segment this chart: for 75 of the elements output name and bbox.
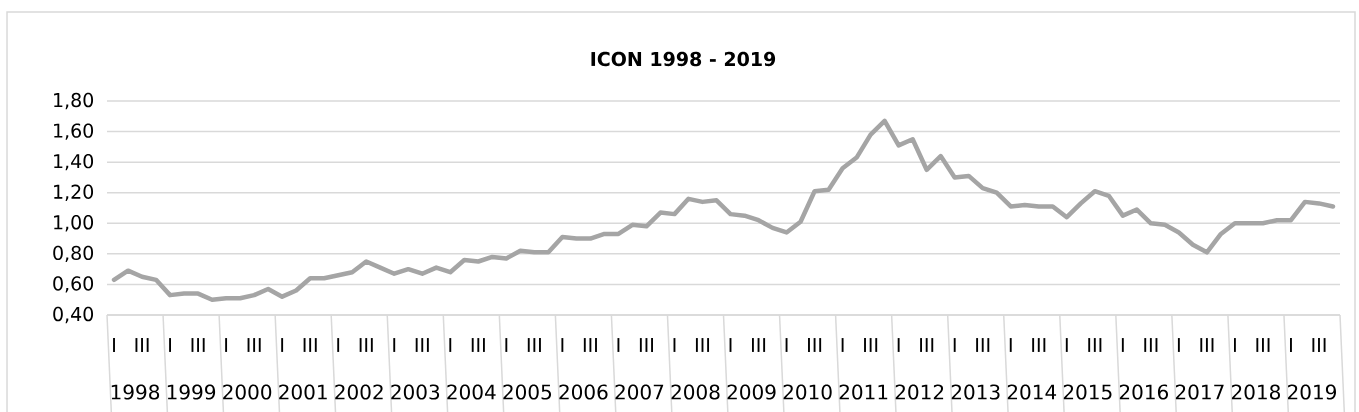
text: 2012 <box>895 384 944 400</box>
text: 2001 <box>279 384 327 400</box>
x-tick-label: I <box>1290 338 1292 352</box>
text: 2015 <box>1063 384 1112 400</box>
x-tick-label: I <box>729 338 732 352</box>
x-tick-label: III <box>639 338 653 352</box>
x-tick-label: III <box>191 338 205 352</box>
y-tick-label: 0,60 <box>53 276 94 293</box>
x-tick-label: III <box>359 338 373 352</box>
x-tick-label: I <box>449 338 452 352</box>
text: 2010 <box>783 384 832 400</box>
x-tick-label: III <box>1312 338 1326 352</box>
text: 1999 <box>167 384 216 400</box>
x-tick-label: III <box>135 338 149 352</box>
x-tick-label: III <box>583 338 597 352</box>
x-tick-label: I <box>225 338 228 352</box>
y-tick-label: 0,80 <box>53 245 94 263</box>
x-tick-label: III <box>247 338 261 352</box>
x-tick-label: III <box>471 338 485 352</box>
x-tick-label: I <box>169 338 171 352</box>
x-tick-label: III <box>1088 338 1102 352</box>
x-tick-label: III <box>920 338 934 352</box>
x-tick-label: III <box>303 338 317 352</box>
x-tick-label: I <box>617 338 620 352</box>
text: 2004 <box>447 384 496 400</box>
x-tick-label: I <box>1233 338 1236 352</box>
text: 2016 <box>1119 384 1169 400</box>
y-tick-label: 1,40 <box>54 153 94 171</box>
x-tick-label: I <box>953 338 956 352</box>
text: 2013 <box>951 384 1000 400</box>
text: 2019 <box>1287 384 1336 400</box>
y-tick-label: 0,40 <box>53 306 94 324</box>
x-tick-label: I <box>1009 338 1012 352</box>
text: 2002 <box>335 384 383 400</box>
x-tick-label: I <box>673 338 676 352</box>
text: 1998 <box>111 384 160 400</box>
x-tick-label: I <box>561 338 564 352</box>
x-tick-label: I <box>1065 338 1068 352</box>
y-tick-label: 1,20 <box>54 184 94 201</box>
x-tick-label: I <box>785 338 788 352</box>
x-tick-label: III <box>751 338 766 352</box>
text: 2018 <box>1231 384 1280 400</box>
x-tick-label: I <box>393 338 396 352</box>
x-tick-label: I <box>1177 338 1180 352</box>
text: 2008 <box>671 384 720 400</box>
x-tick-label: III <box>864 338 878 352</box>
y-tick-label: 1,00 <box>54 215 94 232</box>
text: 2014 <box>1007 384 1057 400</box>
x-tick-label: I <box>337 338 340 352</box>
x-tick-label: I <box>841 338 844 352</box>
text: 2009 <box>727 384 776 400</box>
text: 2007 <box>615 384 664 400</box>
text: 2005 <box>503 384 552 400</box>
y-tick-label: 1,80 <box>54 92 94 110</box>
x-tick-label: I <box>1121 338 1124 352</box>
text: 2017 <box>1175 384 1224 400</box>
x-tick-label: III <box>1256 338 1270 352</box>
x-tick-label: I <box>897 338 900 352</box>
x-tick-label: III <box>415 338 429 352</box>
x-tick-label: III <box>527 338 541 352</box>
text: 2000 <box>223 384 272 400</box>
text: 2006 <box>559 384 608 400</box>
x-tick-label: III <box>1144 338 1158 352</box>
x-tick-label: I <box>281 338 284 352</box>
x-tick-label: I <box>505 338 508 352</box>
x-tick-label: III <box>808 338 822 352</box>
x-tick-label: I <box>113 338 115 352</box>
x-tick-label: III <box>976 338 990 352</box>
text: 2011 <box>839 384 888 400</box>
y-tick-label: 1,60 <box>54 123 94 140</box>
chart-title: ICON 1998 - 2019 <box>591 51 776 67</box>
x-tick-label: III <box>1200 338 1214 352</box>
x-tick-label: III <box>1032 338 1046 352</box>
text: 2003 <box>391 384 440 400</box>
x-tick-label: III <box>695 338 710 352</box>
